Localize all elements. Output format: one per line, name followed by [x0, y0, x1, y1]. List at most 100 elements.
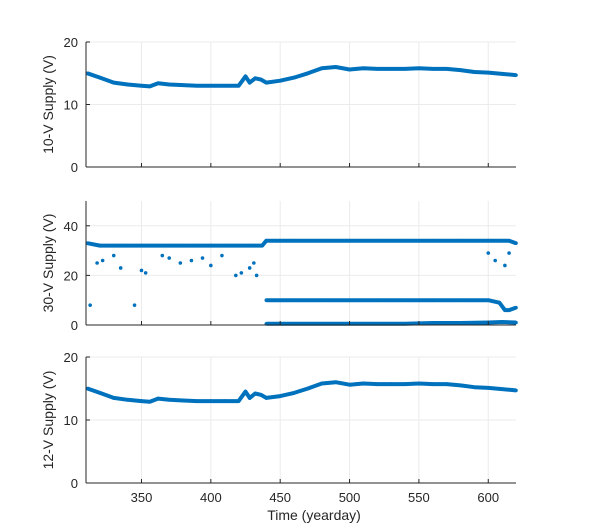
data-point [125, 82, 130, 87]
data-point [278, 394, 282, 398]
data-point [486, 298, 491, 303]
data-point [200, 256, 205, 260]
data-point [347, 238, 352, 243]
data-point [250, 243, 255, 248]
data-trace [266, 298, 517, 313]
data-point [156, 396, 160, 401]
data-point [156, 243, 160, 248]
data-point [507, 251, 511, 255]
data-point [514, 388, 518, 393]
data-point [132, 303, 137, 307]
data-point [156, 81, 160, 86]
x-tick-label: 400 [200, 490, 222, 505]
x-tick-label: 550 [408, 490, 430, 505]
data-point [403, 67, 407, 71]
data-point [178, 261, 183, 265]
data-point [148, 84, 152, 89]
x-tick-label: 600 [477, 490, 499, 505]
data-point [430, 238, 435, 243]
data-point [514, 241, 518, 245]
data-point [430, 67, 435, 71]
data-point [458, 383, 463, 388]
data-trace [86, 65, 517, 89]
data-point [514, 320, 518, 325]
data-point [430, 382, 435, 386]
data-point [486, 238, 491, 243]
data-point [361, 66, 366, 71]
data-point [148, 243, 152, 248]
data-point [139, 399, 144, 403]
data-point [236, 243, 241, 248]
data-point [143, 271, 148, 275]
data-point [167, 398, 172, 402]
data-series-2-1 [85, 238, 518, 248]
data-point [195, 83, 199, 88]
y-tick-label: 0 [71, 160, 78, 175]
data-point [111, 243, 116, 248]
data-point [375, 67, 380, 71]
y-axis-label: 30-V Supply (V) [40, 214, 56, 313]
data-point [320, 381, 324, 386]
data-point [100, 258, 105, 263]
data-point [472, 70, 477, 74]
data-point [125, 398, 130, 402]
data-point [507, 308, 511, 312]
data-point [247, 396, 252, 400]
y-tick-label: 10 [64, 98, 78, 113]
data-point [209, 83, 213, 88]
data-point [458, 238, 463, 243]
data-point [430, 298, 435, 303]
data-point [403, 382, 407, 386]
data-point [472, 385, 477, 390]
data-point [111, 80, 116, 85]
data-series-3-1 [85, 380, 518, 404]
y-tick-label: 20 [64, 268, 78, 283]
data-point [320, 66, 324, 71]
data-point [361, 381, 366, 386]
data-point [292, 75, 296, 80]
data-point [254, 273, 259, 278]
data-point [98, 75, 102, 80]
data-point [98, 243, 102, 248]
chart-panel-2: 0 20 40 30-V Supply (V) [40, 201, 518, 333]
data-point [98, 391, 102, 395]
data-point [486, 386, 491, 390]
data-point [493, 258, 497, 263]
data-point [181, 398, 185, 403]
data-point [247, 80, 252, 85]
data-point [292, 391, 296, 395]
data-point [444, 67, 449, 71]
data-point [189, 258, 194, 263]
y-tick-label: 20 [64, 35, 78, 50]
data-point [444, 382, 449, 386]
data-point [458, 68, 463, 72]
data-point [139, 83, 144, 88]
data-point [458, 298, 463, 303]
data-point [347, 382, 352, 387]
data-point [222, 399, 227, 403]
data-point [111, 396, 116, 400]
data-point [389, 67, 393, 71]
data-point [347, 298, 352, 303]
data-point [236, 83, 241, 88]
data-point [375, 238, 380, 243]
data-point [181, 83, 185, 87]
x-axis-label: Time (yearday) [267, 507, 361, 523]
y-tick-label: 10 [64, 413, 78, 428]
data-point [306, 71, 310, 76]
y-tick-label: 0 [71, 476, 78, 491]
data-point [181, 243, 185, 248]
x-tick-label: 350 [131, 490, 153, 505]
data-point [333, 65, 338, 69]
data-point [209, 243, 213, 248]
data-point [258, 77, 263, 82]
data-point [486, 70, 491, 75]
data-point [253, 76, 258, 81]
data-point [195, 243, 199, 248]
data-point [514, 305, 518, 310]
data-point [239, 271, 244, 275]
data-point [222, 83, 227, 88]
data-point [243, 74, 248, 79]
data-point [252, 261, 256, 265]
